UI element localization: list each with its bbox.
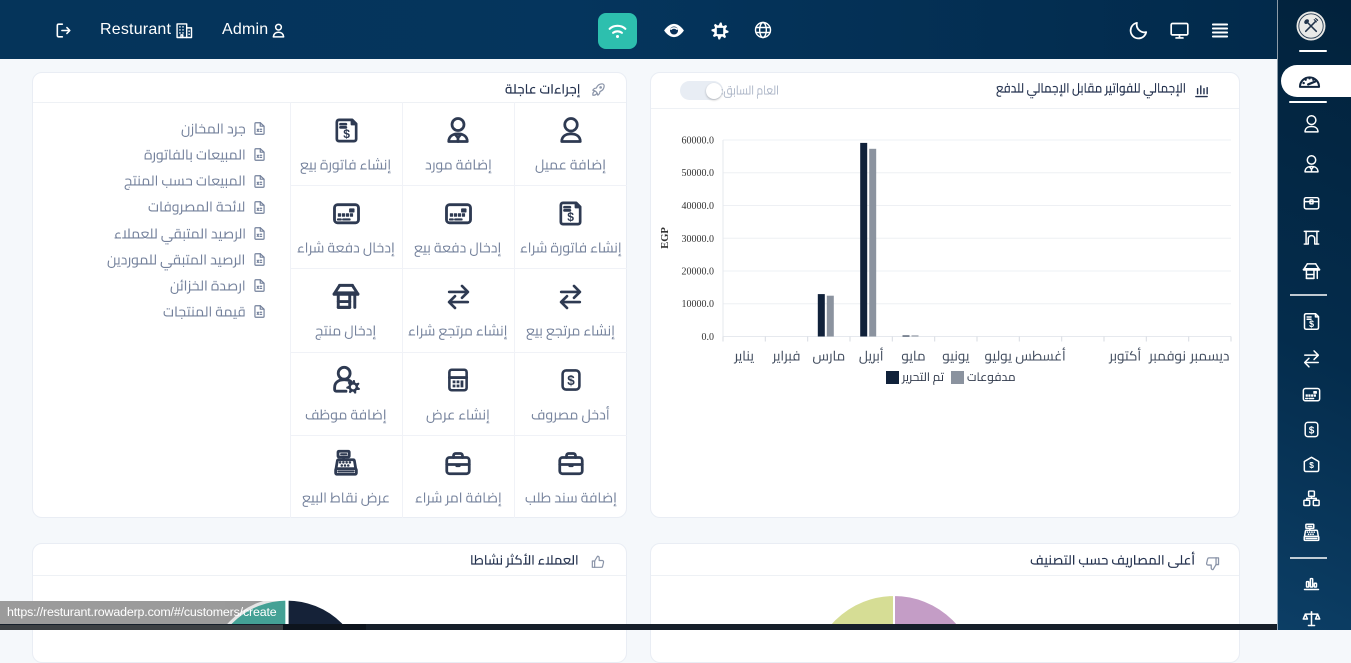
svg-text:30000.0: 30000.0 [682,234,715,245]
svg-text:20000.0: 20000.0 [682,267,715,278]
svg-text:$: $ [567,373,575,388]
svg-text:$: $ [1309,460,1314,470]
svg-text:0.0: 0.0 [702,332,715,343]
svg-text:$: $ [1309,318,1314,328]
svg-text:50000.0: 50000.0 [682,168,715,179]
svg-text:10000.0: 10000.0 [682,299,715,310]
svg-text:$: $ [1308,425,1314,436]
svg-text:EGP: EGP [660,227,671,249]
svg-text:60000.0: 60000.0 [682,136,715,147]
svg-text:$: $ [343,127,350,141]
svg-text:40000.0: 40000.0 [682,201,715,212]
svg-text:$: $ [567,210,574,224]
